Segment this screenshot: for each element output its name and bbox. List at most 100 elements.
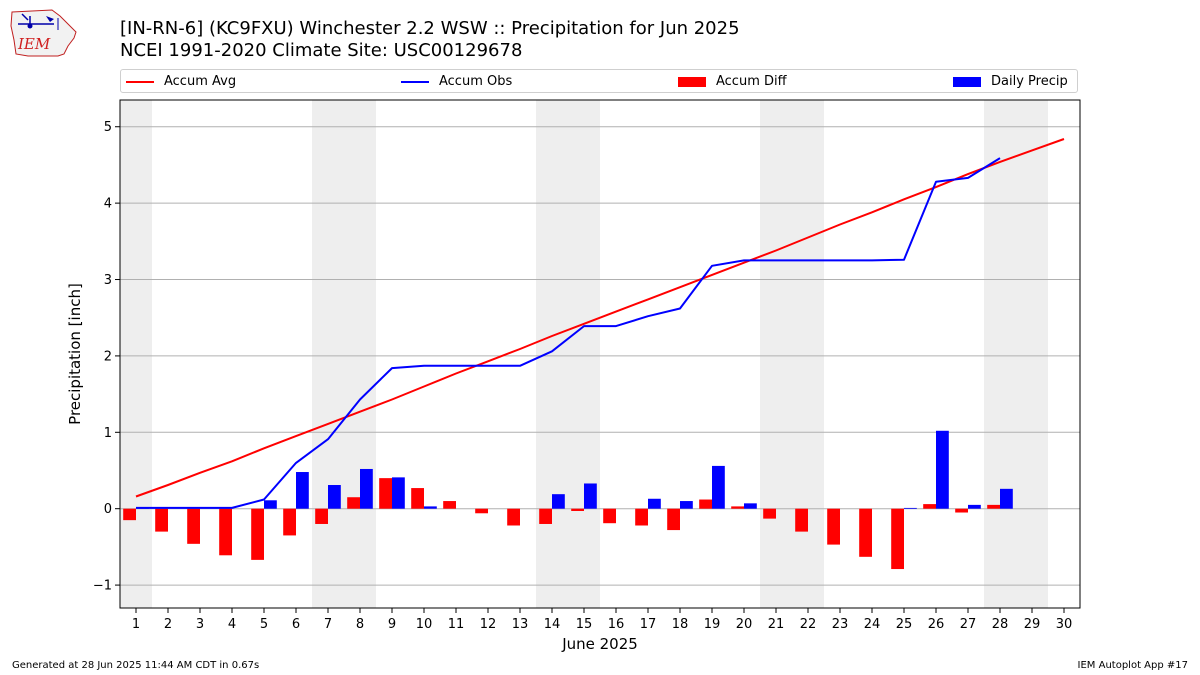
- bar-daily-precip: [296, 472, 309, 509]
- x-tick-label: 23: [832, 617, 849, 632]
- bar-daily-precip: [744, 503, 757, 509]
- legend: Accum Avg Accum Obs Accum Diff Daily Pre…: [120, 69, 1078, 93]
- x-tick-label: 3: [196, 617, 204, 632]
- x-tick-label: 15: [576, 617, 593, 632]
- x-tick-label: 9: [388, 617, 396, 632]
- iem-logo: IEM: [10, 9, 77, 57]
- x-tick-label: 2: [164, 617, 172, 632]
- y-tick-label: 5: [104, 120, 112, 135]
- weekend-band: [984, 100, 1048, 608]
- x-tick-label: 10: [416, 617, 433, 632]
- legend-item-accum-avg: Accum Avg: [126, 73, 236, 91]
- weekend-band: [120, 100, 152, 608]
- legend-swatch-accum-diff: [678, 76, 706, 87]
- y-tick-label: 2: [104, 349, 112, 364]
- bar-accum-diff: [827, 508, 840, 545]
- bar-daily-precip: [424, 506, 437, 509]
- bar-daily-precip: [392, 477, 405, 509]
- x-tick-label: 29: [1024, 617, 1041, 632]
- x-axis-label: June 2025: [561, 635, 638, 653]
- bar-accum-diff: [219, 508, 232, 556]
- y-tick-label: 4: [104, 197, 112, 212]
- bar-accum-diff: [379, 478, 392, 509]
- x-tick-label: 28: [992, 617, 1009, 632]
- bar-accum-diff: [699, 499, 712, 509]
- legend-label-accum-obs: Accum Obs: [439, 74, 513, 89]
- x-tick-label: 20: [736, 617, 753, 632]
- x-tick-label: 25: [896, 617, 913, 632]
- bar-daily-precip: [552, 494, 565, 509]
- legend-swatch-accum-avg: [126, 80, 154, 83]
- weekend-band: [312, 100, 376, 608]
- x-tick-label: 18: [672, 617, 689, 632]
- bar-accum-diff: [731, 506, 744, 509]
- bar-accum-diff: [443, 501, 456, 509]
- legend-item-accum-diff: Accum Diff: [678, 73, 787, 91]
- y-axis-label: Precipitation [inch]: [66, 283, 84, 425]
- generated-note: Generated at 28 Jun 2025 11:44 AM CDT in…: [12, 660, 260, 671]
- bar-accum-diff: [571, 508, 584, 511]
- bar-daily-precip: [648, 498, 661, 509]
- bar-accum-diff: [123, 508, 136, 521]
- line-accum-obs: [136, 157, 1001, 509]
- bar-daily-precip: [584, 483, 597, 509]
- bar-accum-diff: [987, 504, 1000, 509]
- y-tick-label: 3: [104, 273, 112, 288]
- x-tick-label: 7: [324, 617, 332, 632]
- x-tick-label: 30: [1056, 617, 1073, 632]
- bar-daily-precip: [360, 468, 373, 509]
- legend-label-accum-avg: Accum Avg: [164, 74, 237, 89]
- bar-accum-diff: [859, 508, 872, 557]
- chart-subtitle: NCEI 1991-2020 Climate Site: USC00129678: [120, 40, 523, 61]
- bar-daily-precip: [328, 485, 341, 509]
- bar-accum-diff: [475, 508, 488, 514]
- x-tick-label: 8: [356, 617, 364, 632]
- bar-accum-diff: [795, 508, 808, 532]
- legend-swatch-daily-precip: [953, 76, 981, 87]
- legend-label-daily-precip: Daily Precip: [991, 74, 1068, 89]
- x-tick-label: 14: [544, 617, 561, 632]
- app-note: IEM Autoplot App #17: [1077, 660, 1188, 671]
- x-tick-label: 11: [448, 617, 465, 632]
- y-tick-label: 0: [104, 502, 112, 517]
- x-tick-label: 1: [132, 617, 140, 632]
- legend-label-accum-diff: Accum Diff: [716, 74, 787, 89]
- bar-accum-diff: [411, 488, 424, 509]
- y-tick-label: −1: [93, 579, 112, 594]
- plot-frame: [119, 99, 1081, 609]
- legend-item-daily-precip: Daily Precip: [953, 73, 1068, 91]
- legend-swatch-accum-obs: [401, 80, 429, 83]
- bar-accum-diff: [923, 504, 936, 509]
- bar-accum-diff: [891, 508, 904, 570]
- x-tick-label: 6: [292, 617, 300, 632]
- bar-accum-diff: [763, 508, 776, 519]
- bar-daily-precip: [264, 500, 277, 509]
- x-tick-label: 13: [512, 617, 529, 632]
- weekend-band: [760, 100, 824, 608]
- bar-accum-diff: [347, 497, 360, 509]
- bar-daily-precip: [712, 465, 725, 509]
- bar-accum-diff: [315, 508, 328, 524]
- bar-daily-precip: [680, 501, 693, 509]
- x-tick-label: 22: [800, 617, 817, 632]
- line-accum-avg: [135, 138, 1065, 498]
- x-tick-label: 17: [640, 617, 657, 632]
- chart-title: [IN-RN-6] (KC9FXU) Winchester 2.2 WSW ::…: [120, 18, 740, 39]
- bar-accum-diff: [539, 508, 552, 524]
- bar-daily-precip: [1000, 488, 1013, 509]
- bar-daily-precip: [904, 507, 917, 509]
- x-tick-label: 12: [480, 617, 497, 632]
- bar-accum-diff: [283, 508, 296, 536]
- x-tick-label: 4: [228, 617, 236, 632]
- x-tick-label: 16: [608, 617, 625, 632]
- x-tick-label: 21: [768, 617, 785, 632]
- x-tick-label: 24: [864, 617, 881, 632]
- legend-item-accum-obs: Accum Obs: [401, 73, 512, 91]
- bar-accum-diff: [955, 508, 968, 513]
- bar-accum-diff: [507, 508, 520, 526]
- bar-accum-diff: [187, 508, 200, 544]
- y-tick-label: 1: [104, 426, 112, 441]
- logo-text: IEM: [17, 35, 51, 53]
- x-tick-label: 19: [704, 617, 721, 632]
